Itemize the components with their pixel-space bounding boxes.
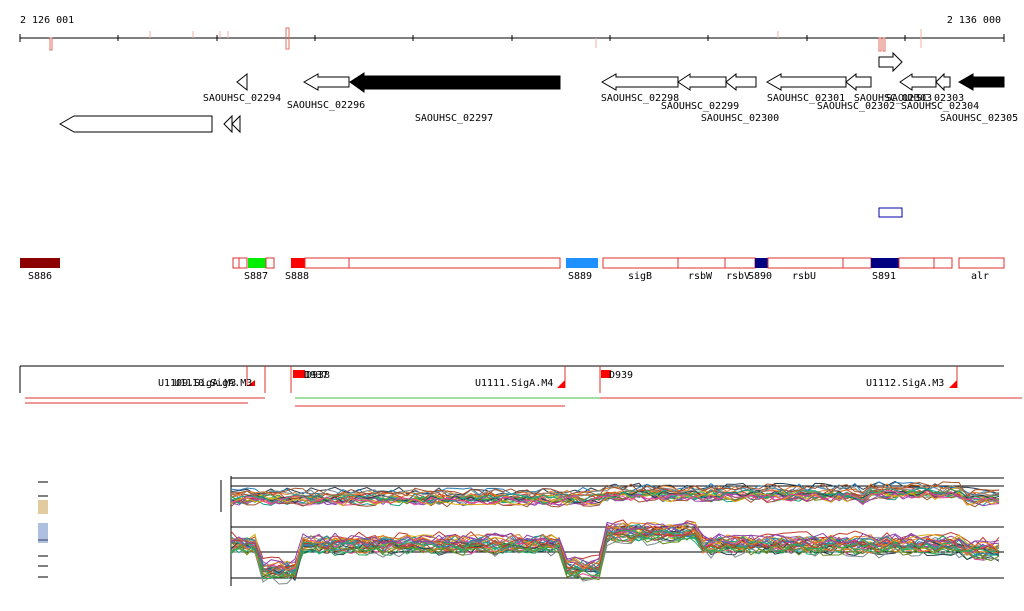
gene-saouhsc-02305[interactable]: SAOUHSC_02305 [940,73,1018,124]
gene-track: SAOUHSC_02294 SAOUHSC_02296 SAOUHSC_0229… [58,51,1018,218]
tss-label: D938 [306,370,330,381]
expression-profile-lines [230,480,1000,585]
ruler-start-label: 2 126 001 [20,15,74,26]
region-s891[interactable] [871,258,899,268]
gene-label: SAOUHSC_02303 [854,93,932,104]
region-sigb[interactable] [602,257,679,269]
transcript-label: U1109.SigA.M3 [158,378,236,389]
tss-label: D939 [609,370,633,381]
gene-label: SAOUHSC_02305 [940,113,1018,124]
gene-label: SAOUHSC_02297 [415,113,493,124]
expression-profile-line [230,481,1000,497]
expression-profile-line [230,532,1000,581]
gene-forward-arrow[interactable] [878,51,903,73]
gene-label: SAOUHSC_02301 [767,93,845,104]
transcript-track: U1109.SigA.M3 U1110.SigA.M3 U1111.SigA.M… [19,365,1022,407]
region-label: S890 [748,271,772,282]
gene-label: SAOUHSC_02302 [817,101,895,112]
gene-label: SAOUHSC_02299 [661,101,739,112]
gene-saouhsc-02301[interactable]: SAOUHSC_02301 [765,73,847,104]
gene-saouhsc-02304[interactable]: SAOUHSC_02304 [901,101,979,112]
region-rsbv[interactable] [724,257,756,269]
gene-saouhsc-02300[interactable]: SAOUHSC_02300 [701,72,779,124]
ruler-end-label: 2 136 000 [947,15,1001,26]
expression-profile-line [230,529,1000,578]
gene-saouhsc-02297[interactable]: SAOUHSC_02297 [349,72,561,124]
region-label: sigB [628,271,652,282]
gene-label: SAOUHSC_02300 [701,113,779,124]
gene-saouhsc-02302[interactable]: SAOUHSC_02302 [817,72,895,112]
expression-profile-line [230,527,1000,573]
region-label: S887 [244,271,268,282]
region-label: rsbU [792,271,816,282]
region-s886[interactable] [20,258,60,268]
region-rsbu[interactable] [767,257,844,269]
region-track: S886 S887 S888 S889 sigB rsbW rsbV S890 … [20,257,1005,282]
tss-label: D937 [304,370,328,381]
region-label: rsbW [688,271,713,282]
expression-profile-line [230,487,1000,503]
region-alr[interactable] [958,257,1005,269]
transcript-label: U1111.SigA.M4 [475,378,553,389]
expression-profile-line [230,480,1000,496]
region-rsbw[interactable] [677,257,726,269]
region-label: S891 [872,271,896,282]
region-label: S889 [568,271,592,282]
region-s887[interactable] [248,258,266,268]
gene-saouhsc-02303[interactable]: SAOUHSC_02303 SAOUHSC_02303 [854,72,964,104]
region-s888[interactable] [291,258,305,268]
gene-saouhsc-02296[interactable]: SAOUHSC_02296 [287,73,365,111]
gene-label: SAOUHSC_02298 [601,93,679,104]
gene-saouhsc-02298[interactable]: SAOUHSC_02298 [601,73,679,104]
region-s890[interactable] [755,258,768,268]
expression-track [38,476,1004,586]
gene-label: SAOUHSC_02303 [886,93,964,104]
region-label: alr [971,271,989,282]
transcript-label: U1110.SigA.M3 [174,378,252,389]
transcript-label: U1112.SigA.M3 [866,378,944,389]
expression-profile-line [230,521,1000,567]
region-label: S886 [28,271,52,282]
expression-profile-line [230,530,1000,578]
coordinate-ruler: 2 126 001 2 136 000 [19,15,1005,52]
gene-label: SAOUHSC_02294 [203,93,281,104]
expression-profile-line [230,491,1000,507]
gene-saouhsc-02294[interactable]: SAOUHSC_02294 [203,72,281,104]
expression-profile-line [230,489,1000,505]
expression-profile-line [230,530,1000,578]
segment-marker[interactable] [878,207,903,218]
expression-profile-line [230,522,1000,571]
gene-label: SAOUHSC_02304 [901,101,979,112]
gene-label: SAOUHSC_02296 [287,100,365,111]
gene-small-1[interactable] [223,114,233,134]
gene-long-unlabeled[interactable] [58,115,213,133]
expression-profile-line [230,491,1000,507]
region-s889[interactable] [566,258,598,268]
region-label: rsbV [726,271,750,282]
gene-small-2[interactable] [231,114,241,134]
region-label: S888 [285,271,309,282]
